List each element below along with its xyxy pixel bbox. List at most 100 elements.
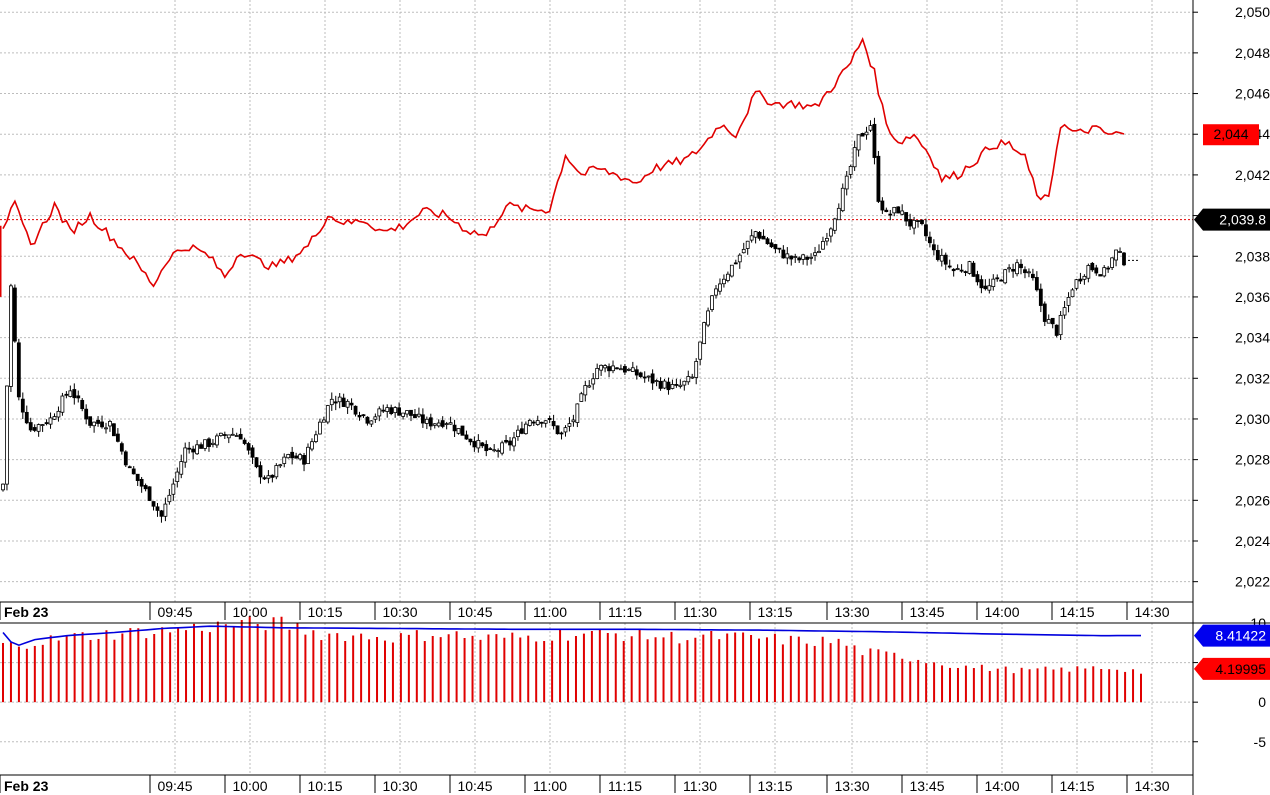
candle (115, 428, 120, 443)
candle (440, 416, 445, 429)
candle (96, 416, 100, 427)
candle-body-up (444, 423, 449, 426)
candle (896, 206, 901, 214)
candle-body-up (619, 368, 623, 371)
candle-body-down (147, 486, 152, 501)
y-tick-label: 0 (1258, 694, 1266, 710)
candle (420, 408, 425, 428)
candle-body-up (991, 278, 996, 288)
candle (250, 445, 255, 464)
candle-body-down (28, 422, 33, 431)
candle (979, 275, 984, 294)
candle-body-up (868, 125, 873, 131)
candle (270, 474, 275, 483)
candle-body-down (484, 444, 489, 452)
candle-body-down (123, 451, 128, 466)
candle-body-up (718, 283, 722, 292)
candle (48, 412, 53, 429)
candle (321, 416, 326, 423)
candle-body-down (1090, 262, 1095, 271)
candle-body-down (381, 409, 386, 412)
candle-body-up (694, 361, 699, 378)
candle-body-up (306, 446, 310, 465)
candle-body-down (943, 254, 948, 265)
candle-body-up (314, 434, 318, 442)
x-tick-label: 13:15 (757, 778, 792, 794)
candle-body-down (254, 457, 259, 468)
candle (211, 439, 215, 448)
candle-body-up (516, 429, 520, 438)
candle (179, 454, 184, 479)
candle (207, 437, 211, 452)
candle-body-up (575, 403, 580, 423)
candle-body-down (349, 402, 354, 406)
candle-body-up (626, 368, 631, 371)
candle (226, 434, 231, 444)
candle (1102, 265, 1107, 278)
candle (864, 126, 869, 140)
candle (638, 371, 643, 378)
candle-body-up (52, 416, 57, 420)
candle-body-up (864, 131, 869, 136)
candle (793, 253, 798, 263)
candle (931, 239, 936, 256)
candle (769, 239, 774, 249)
candle-body-up (836, 207, 841, 221)
candle (595, 363, 600, 380)
candle-body-down (607, 366, 611, 372)
candle-body-down (365, 416, 370, 424)
candle-body-up (753, 231, 758, 238)
candle (5, 385, 9, 491)
candle (607, 363, 611, 378)
candle-body-down (1098, 274, 1103, 277)
x-tick-label: 10:30 (382, 604, 417, 620)
candle (662, 379, 667, 390)
candle (389, 404, 394, 416)
candle (789, 255, 794, 266)
candle (68, 385, 73, 398)
candle-body-up (840, 187, 845, 212)
candle (995, 274, 1000, 282)
x-tick-label: 14:00 (984, 604, 1019, 620)
candle-body-down (115, 433, 120, 442)
candle-body-up (793, 256, 798, 258)
candle (195, 439, 199, 455)
red-line-series (0, 36, 1125, 297)
y-tick-label: 2,046 (1235, 86, 1270, 102)
candle (1078, 272, 1083, 285)
x-tick-label: 11:30 (683, 604, 717, 620)
candle (888, 209, 893, 221)
candle (84, 404, 89, 425)
candle-body-up (587, 385, 592, 388)
candle (555, 425, 560, 435)
candle-body-down (353, 405, 358, 415)
candle (484, 440, 489, 457)
candle (630, 361, 635, 372)
candle-body-down (155, 506, 160, 511)
candle-body-up (567, 423, 572, 427)
candle-body-up (183, 447, 188, 463)
candle (999, 278, 1004, 282)
candle-body-up (939, 254, 944, 262)
candle-body-down (44, 422, 49, 425)
candle (282, 453, 287, 468)
candle (52, 413, 57, 420)
price-grid (0, 0, 1193, 602)
candle (401, 412, 405, 420)
candle-body-down (1106, 267, 1111, 270)
candle-body-up (682, 380, 687, 386)
candle (377, 406, 382, 422)
candle-body-up (892, 206, 897, 214)
candle-body-up (476, 440, 481, 449)
candle (935, 244, 940, 262)
candle-body-up (234, 435, 239, 437)
red-line-last-badge: 2,044 (1203, 124, 1259, 146)
candle (947, 259, 952, 269)
candle-body-down (531, 421, 536, 424)
x-tick-label: 13:45 (909, 604, 944, 620)
candle (1118, 247, 1122, 254)
candle-body-up (377, 408, 382, 417)
candle-body-up (195, 444, 199, 455)
x-tick-label: 14:30 (1134, 778, 1169, 794)
candle-body-down (12, 287, 17, 342)
